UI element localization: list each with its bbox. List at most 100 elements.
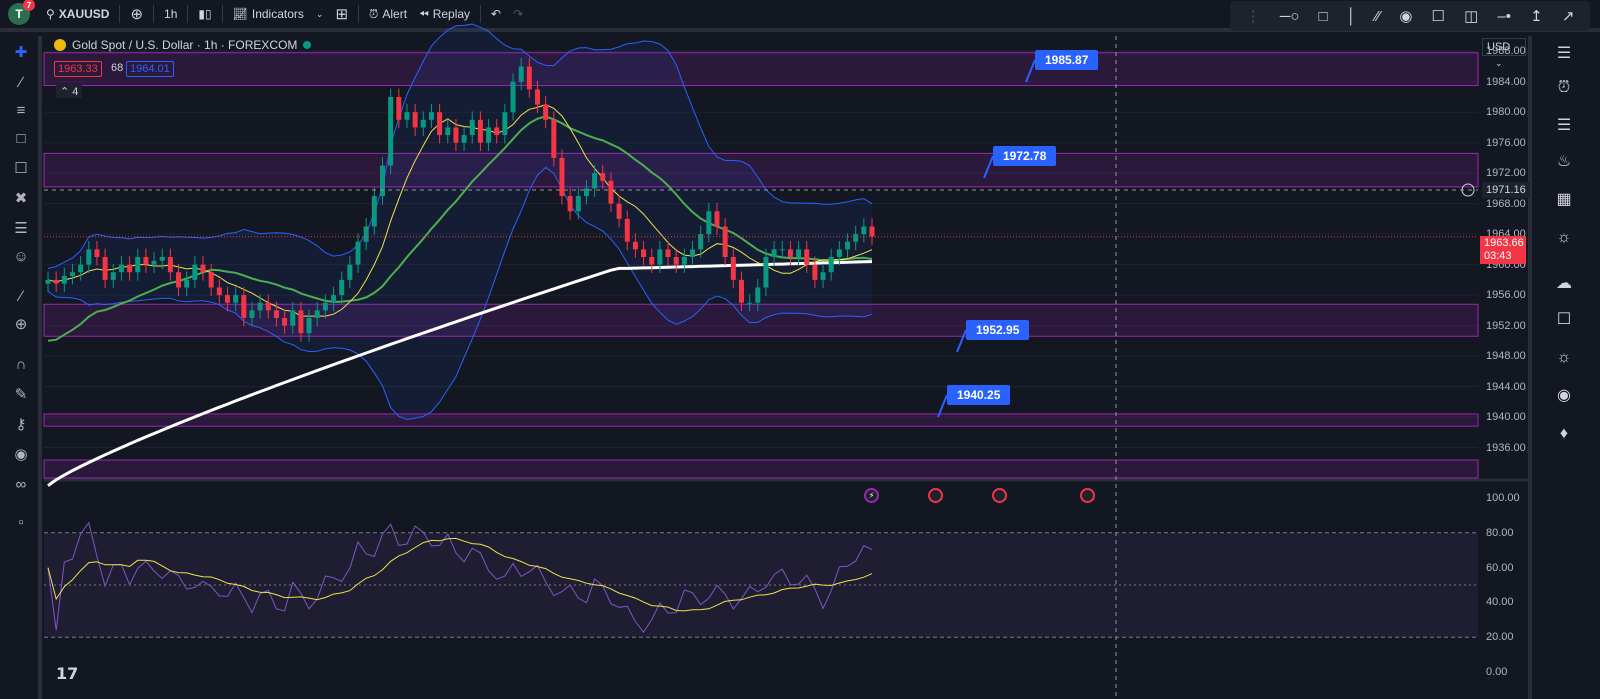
callout-tool-icon[interactable]: ☐ [1431, 8, 1445, 25]
crosshair-price-tag: 1971.16 [1482, 182, 1530, 198]
candle-body [78, 264, 84, 273]
eye-icon[interactable]: ◉ [14, 446, 28, 463]
text-icon[interactable]: ☐ [14, 160, 28, 177]
candle-body [518, 66, 524, 82]
candle-body [192, 264, 198, 280]
candle-body [437, 112, 443, 136]
ruler-icon[interactable]: ∕ [19, 288, 23, 305]
trend-line-icon[interactable]: ∕ [19, 74, 23, 91]
candle-body [502, 112, 508, 136]
symbol-search-button[interactable]: ⚲ XAUUSD [40, 0, 115, 28]
rsi-axis-label: 60.00 [1486, 561, 1514, 574]
pattern-icon[interactable]: ✖ [14, 190, 28, 207]
candle-body [347, 264, 353, 280]
us-economic-event-icon[interactable] [992, 488, 1007, 503]
slow-moving-average-line [47, 260, 873, 487]
price-axis-label: 1976.00 [1486, 136, 1526, 149]
redo-button[interactable]: ↷ [507, 0, 529, 28]
callout-label[interactable]: 1952.95 [966, 320, 1030, 340]
us-economic-event-icon[interactable] [1080, 488, 1095, 503]
toolbar-divider [153, 5, 155, 23]
candle-body [575, 196, 581, 212]
ideas-bulb-icon[interactable]: ☼ [1556, 229, 1572, 246]
layouts-button[interactable]: ⊞ [329, 0, 354, 28]
candle-body [241, 295, 247, 318]
last-price-value: 1963.66 [1484, 237, 1524, 249]
hotlist-fire-icon[interactable]: ♨ [1556, 153, 1572, 170]
alert-label: Alert [382, 7, 408, 21]
user-avatar[interactable]: T 7 [8, 0, 35, 25]
candle-body [673, 257, 679, 265]
alert-button[interactable]: ⏰︎ Alert [363, 0, 413, 28]
parallel-channel-icon[interactable]: ⁄⁄ [1375, 7, 1381, 25]
stay-drawing-icon[interactable]: ✎ [14, 386, 28, 403]
rsi-band [44, 532, 1478, 638]
comment-tool-icon[interactable]: ◫ [1464, 8, 1479, 25]
price-axis-label: 1956.00 [1486, 289, 1526, 302]
alarm-clock-icon[interactable]: ⏰︎ [1557, 79, 1571, 96]
price-axis-label: 1984.00 [1486, 75, 1526, 88]
object-tree-icon[interactable]: ☰ [1556, 117, 1572, 134]
replay-button[interactable]: ⏪︎ Replay [413, 0, 476, 28]
candle-body [665, 249, 671, 257]
callout-pointer [956, 329, 967, 353]
tradingview-logo[interactable]: 17 [56, 664, 79, 683]
path-tool-icon[interactable]: ↥ [1530, 8, 1543, 25]
prediction-icon[interactable]: ☰ [14, 220, 28, 237]
broadcast-icon[interactable]: ◉ [1557, 387, 1571, 404]
collapse-indicators-button[interactable]: ⌃ 4 [56, 85, 83, 98]
candle-body [355, 241, 361, 265]
indicators-button[interactable]: 📈︎ Indicators ⌄ [227, 0, 330, 28]
left-drawing-toolbar: ✚ ∕ ≡ □ ☐ ✖ ☰ ☺ ∕ ⊕ ∩ ✎ ⚷ ◉ ∞ ▫ [0, 36, 42, 699]
callout-label[interactable]: 1985.87 [1035, 50, 1099, 70]
price-axis-label: 1940.00 [1486, 411, 1526, 424]
currency-select[interactable]: USD ⌄ [1482, 38, 1526, 68]
callout-label[interactable]: 1940.25 [947, 385, 1011, 405]
crosshair-icon[interactable]: ✚ [14, 44, 28, 61]
candle-body [845, 241, 851, 250]
us-economic-event-icon[interactable] [928, 488, 943, 503]
rectangle-tool-icon[interactable]: □ [1318, 7, 1328, 25]
undo-button[interactable]: ↶ [485, 0, 507, 28]
zoom-in-icon[interactable]: ⊕ [14, 316, 28, 333]
interval-button[interactable]: 1h [158, 0, 183, 28]
magnet-icon[interactable]: ∩ [15, 356, 27, 373]
trend-line-icon[interactable]: ↗ [1561, 8, 1575, 25]
ray-tool-icon[interactable]: ─○ [1279, 7, 1300, 25]
emoji-icon[interactable]: ☺ [13, 248, 29, 265]
callout-label[interactable]: 1972.78 [993, 146, 1057, 166]
chart-background [44, 36, 1478, 699]
notification-bell-icon[interactable]: ♦ [1559, 425, 1569, 442]
candle-body [608, 180, 614, 204]
calendar-icon[interactable]: ▦ [1556, 191, 1572, 208]
candle-body [61, 276, 67, 284]
ask-price-button[interactable]: 1964.01 [126, 61, 174, 77]
candle-body [706, 211, 712, 235]
drag-handle-icon[interactable]: ⋮ [1245, 8, 1261, 25]
compare-symbol-button[interactable]: ⊕ [124, 0, 149, 28]
chart-type-button[interactable]: ▮▯ [192, 0, 217, 28]
toolbar-divider [119, 5, 121, 23]
candle-body [477, 119, 483, 143]
rsi-axis-label: 0.00 [1486, 666, 1508, 678]
earnings-event-icon[interactable]: ⚡︎ [864, 488, 879, 503]
toolbar-divider [480, 5, 482, 23]
trash-icon[interactable]: ▫ [18, 514, 24, 531]
chat-icon[interactable]: ☐ [1556, 311, 1572, 328]
horizontal-ray-icon[interactable]: –• [1497, 7, 1512, 25]
bid-price-button[interactable]: 1963.33 [54, 61, 102, 77]
circle-tool-icon[interactable]: ◉ [1399, 8, 1413, 25]
drawing-toolbar: ⋮ ─○ □ │ ⁄⁄ ◉ ☐ ◫ –• ↥ ↗ [1230, 1, 1590, 31]
vertical-line-icon[interactable]: │ [1346, 7, 1357, 25]
crosshair-plus-icon [1461, 183, 1475, 197]
price-axis-label: 1952.00 [1486, 319, 1526, 332]
streams-cloud-icon[interactable]: ☁ [1556, 275, 1572, 292]
lock-icon[interactable]: ⚷ [15, 416, 27, 433]
candle-body [167, 257, 173, 273]
rectangle-icon[interactable]: □ [16, 130, 26, 147]
fib-retracement-icon[interactable]: ≡ [16, 102, 26, 119]
stream-bulb-icon[interactable]: ☼ [1556, 349, 1572, 366]
watchlist-icon[interactable]: ☰ [1556, 45, 1572, 62]
link-icon[interactable]: ∞ [15, 476, 27, 493]
